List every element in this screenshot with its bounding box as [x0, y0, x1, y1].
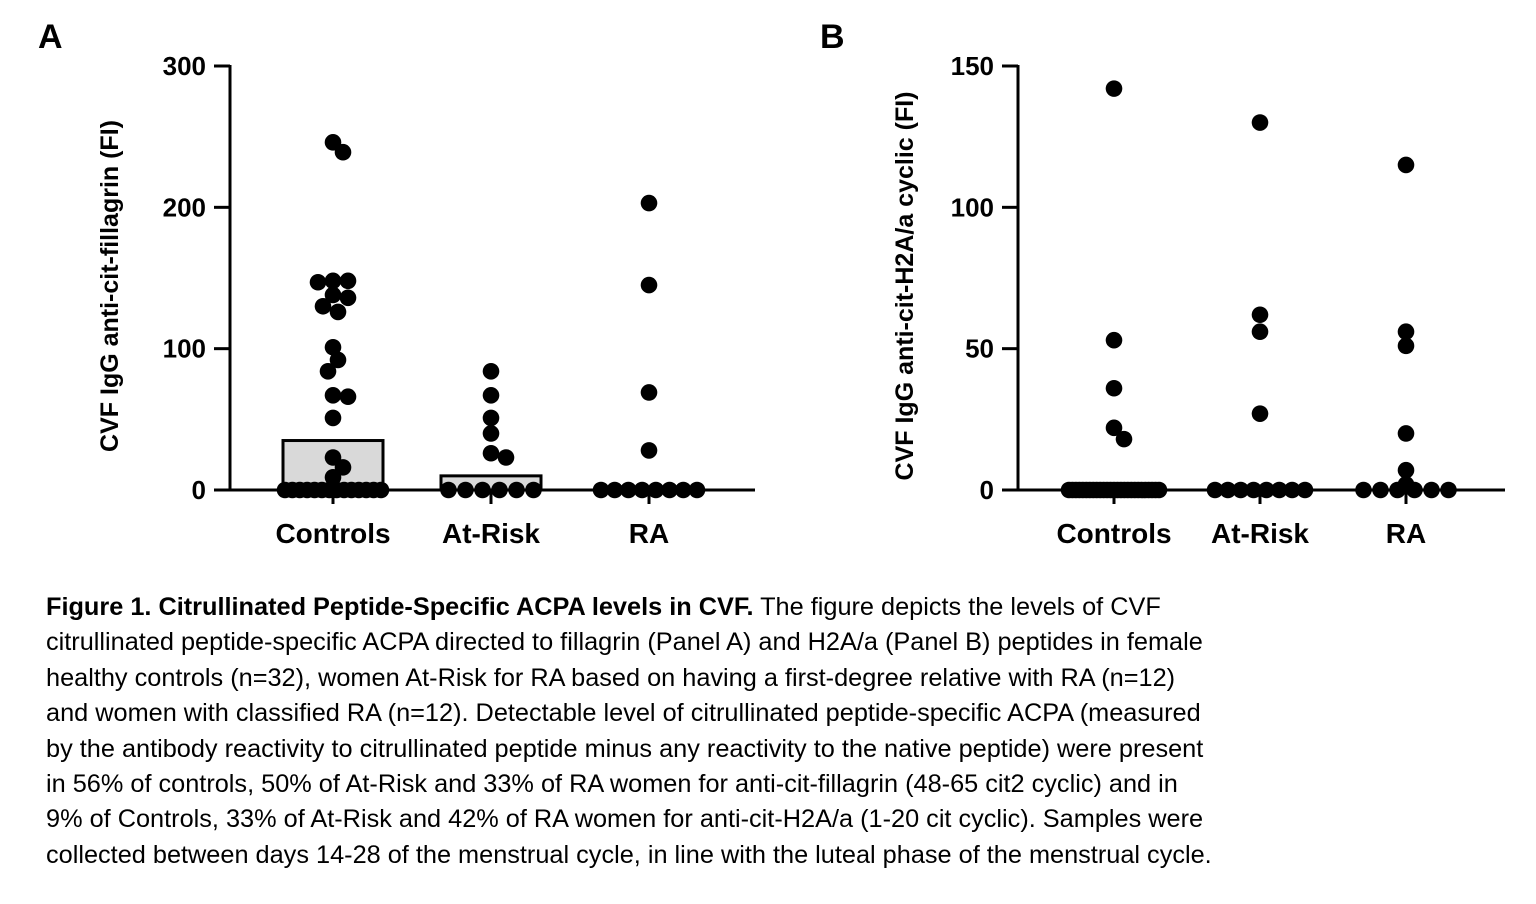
data-point	[1440, 481, 1457, 499]
y-tick-label: 0	[192, 475, 206, 505]
caption-line-3: healthy controls (n=32), women At-Risk f…	[46, 663, 1176, 692]
caption-line-5: by the antibody reactivity to citrullina…	[46, 734, 1204, 763]
data-point	[314, 297, 332, 315]
data-point	[1251, 323, 1269, 341]
data-point	[1251, 405, 1269, 422]
data-point	[606, 481, 624, 499]
data-point	[1397, 425, 1415, 442]
x-tick-label: Controls	[275, 518, 390, 549]
data-point	[491, 481, 508, 499]
data-point	[1397, 461, 1415, 479]
x-tick-label: Controls	[1056, 518, 1171, 549]
data-point	[329, 351, 347, 369]
data-point	[339, 388, 357, 406]
y-tick-label: 150	[951, 51, 994, 81]
data-point	[1296, 481, 1314, 499]
data-point	[1150, 481, 1168, 499]
data-point	[1397, 156, 1415, 174]
y-tick-label: 0	[980, 475, 994, 505]
x-tick-label: At-Risk	[1211, 518, 1309, 549]
data-point	[508, 481, 525, 499]
data-point	[474, 481, 491, 499]
caption-text: The figure depicts the levels of CVF	[753, 593, 1161, 621]
caption-line-8: collected between days 14-28 of the mens…	[46, 840, 1212, 869]
data-point	[482, 425, 500, 442]
data-point	[440, 481, 457, 499]
data-point	[372, 481, 390, 499]
caption-line-7: 9% of Controls, 33% of At-Risk and 42% o…	[46, 805, 1204, 834]
data-point	[1115, 430, 1133, 448]
data-point	[329, 303, 347, 321]
y-tick-label: 100	[951, 192, 994, 222]
data-point	[1206, 481, 1224, 499]
data-point	[674, 481, 692, 499]
data-point	[324, 409, 342, 427]
data-point	[1105, 419, 1123, 437]
data-point	[1105, 80, 1123, 97]
data-point	[1105, 331, 1123, 349]
data-point	[1397, 476, 1415, 493]
data-point	[324, 338, 342, 356]
data-point	[1251, 306, 1269, 324]
data-point	[640, 384, 658, 401]
data-point	[1232, 481, 1250, 499]
data-point	[1251, 114, 1269, 131]
data-point	[324, 272, 342, 290]
data-point	[324, 286, 342, 304]
data-point	[688, 481, 706, 499]
data-point	[647, 481, 665, 499]
data-point	[324, 387, 342, 404]
data-point	[1397, 337, 1415, 355]
data-point	[525, 481, 542, 499]
data-point	[1355, 481, 1372, 499]
data-point	[661, 481, 678, 499]
y-tick-label: 200	[163, 192, 206, 222]
data-point	[1105, 379, 1123, 397]
x-tick-label: RA	[629, 518, 669, 549]
data-point	[457, 481, 474, 499]
caption-title: Figure 1. Citrullinated Peptide-Specific…	[46, 593, 754, 621]
y-tick-label: 300	[163, 51, 206, 81]
data-point	[1283, 481, 1301, 499]
data-point	[497, 449, 515, 466]
data-point	[633, 481, 651, 499]
caption-line-1: Figure 1. Citrullinated Peptide-Specific…	[46, 590, 1506, 625]
data-point	[1219, 481, 1237, 499]
data-point	[1372, 481, 1389, 499]
data-point	[319, 362, 337, 380]
y-axis-label: CVF IgG anti-cit-fillagrin (FI)	[96, 120, 124, 452]
data-point	[324, 468, 342, 486]
data-point	[309, 273, 327, 291]
data-point	[482, 387, 500, 404]
caption-line-6: in 56% of controls, 50% of At-Risk and 3…	[46, 770, 1178, 799]
data-point	[482, 362, 500, 380]
caption-line-2: citrullinated peptide-specific ACPA dire…	[46, 628, 1203, 657]
data-point	[640, 276, 658, 294]
y-tick-label: 50	[965, 334, 994, 364]
data-point	[592, 481, 610, 499]
data-point	[1423, 481, 1440, 499]
data-point	[640, 442, 658, 459]
x-tick-label: RA	[1386, 518, 1426, 549]
data-point	[339, 289, 357, 307]
figure-caption: Figure 1. Citrullinated Peptide-Specific…	[46, 590, 1506, 873]
data-point	[334, 143, 352, 161]
x-tick-label: At-Risk	[442, 518, 540, 549]
data-point	[1245, 481, 1262, 499]
data-point	[482, 409, 500, 427]
data-point	[339, 272, 357, 290]
y-tick-label: 100	[163, 334, 206, 364]
data-point	[1258, 481, 1275, 499]
data-point	[1270, 481, 1288, 499]
data-point	[640, 194, 658, 212]
panel-label: A	[38, 18, 63, 56]
data-point	[1397, 323, 1415, 341]
figure-1: A CVF IgG anti-cit-fillagrin (FI) 0 100 200 3…	[38, 18, 1505, 549]
data-point	[620, 481, 637, 499]
data-point	[482, 444, 500, 462]
panel-label: B	[820, 18, 845, 56]
y-axis-label: CVF IgG anti-cit-H2A/a cyclic (FI)	[891, 92, 919, 481]
caption-line-4: and women with classified RA (n=12). Det…	[46, 699, 1201, 728]
